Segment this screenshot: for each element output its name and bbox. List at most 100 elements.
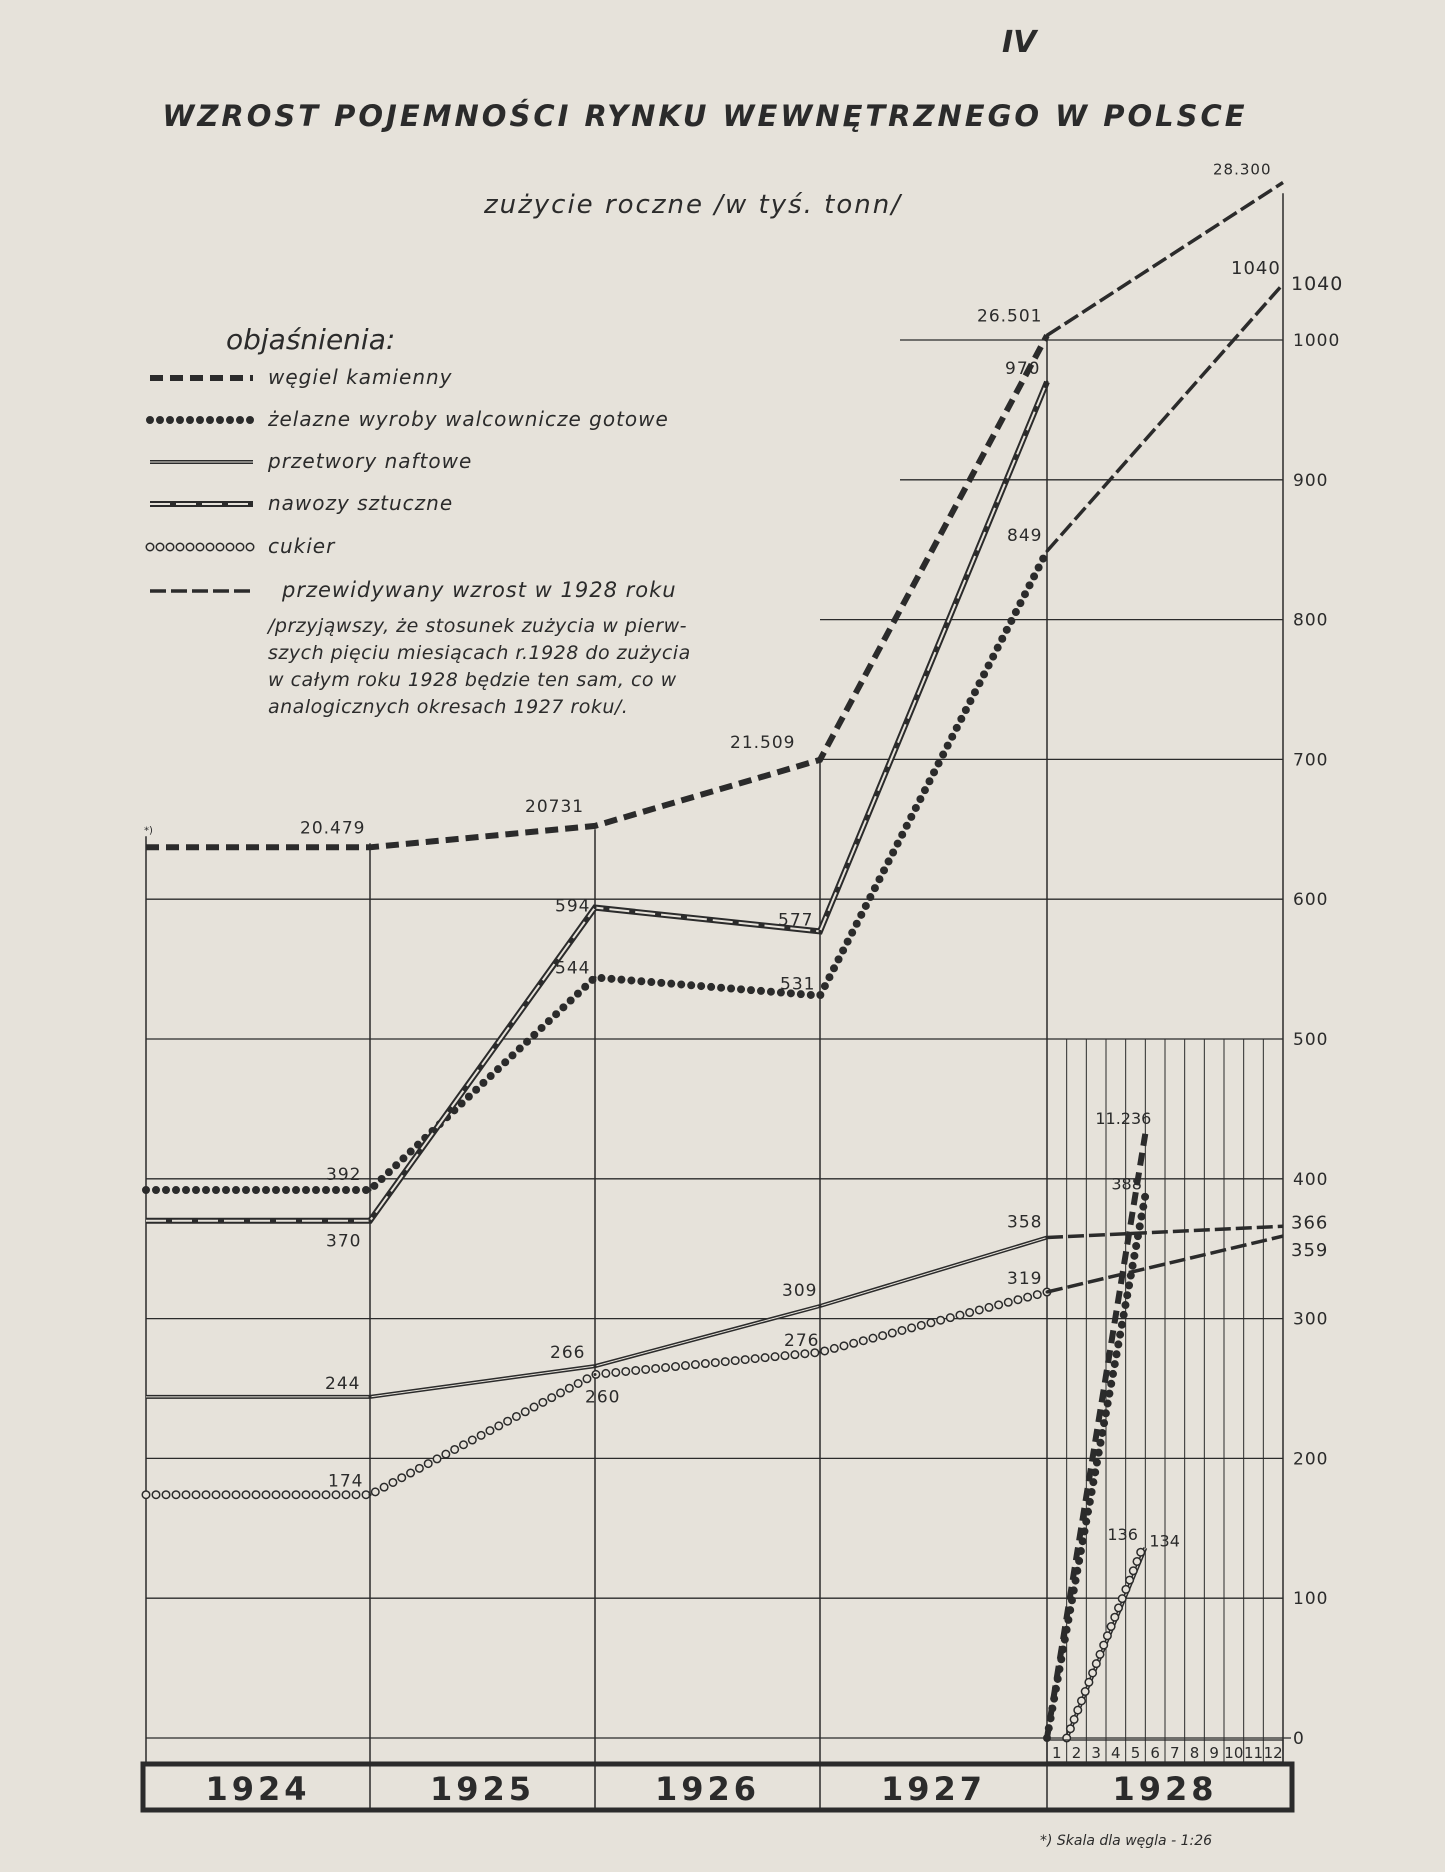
data-point-oil — [593, 1364, 597, 1368]
legend-label-iron: żelazne wyroby walcownicze gotowe — [267, 407, 669, 431]
data-label-coal: 20.479 — [300, 818, 365, 838]
data-point-sugar — [368, 1493, 372, 1497]
month-label: 4 — [1111, 1744, 1121, 1762]
y-tick-label: 600 — [1293, 890, 1328, 910]
x-tick-label: 1926 — [655, 1770, 760, 1808]
x-tick-label: 1927 — [881, 1770, 986, 1808]
month-label: 7 — [1170, 1744, 1180, 1762]
legend-label-oil: przetwory naftowe — [267, 449, 472, 473]
data-point-iron — [818, 994, 822, 998]
data-label-fert: 370 — [326, 1232, 361, 1252]
data-point-fert — [1045, 380, 1049, 384]
data-label-sugar: 174 — [328, 1472, 363, 1492]
month-label: 2 — [1072, 1744, 1082, 1762]
data-point-oil — [368, 1395, 372, 1399]
month-label: 10 — [1224, 1744, 1243, 1762]
x-tick-label: 1928 — [1112, 1770, 1217, 1808]
data-label-coal: 21.509 — [730, 733, 795, 753]
data-label-oil: 309 — [782, 1281, 817, 1301]
data-point-fert — [818, 929, 822, 933]
data-point-fert — [593, 906, 597, 910]
monthly-1928-label-coal: 11.236 — [1095, 1109, 1151, 1128]
y-tick-label: 1040 — [1291, 273, 1343, 295]
projection-label-sugar: 359 — [1291, 1240, 1328, 1261]
monthly-1928-line-sugar — [1063, 1547, 1145, 1741]
data-label-sugar: 260 — [585, 1388, 620, 1408]
y-tick-label: 200 — [1293, 1449, 1328, 1469]
y-tick-label: 500 — [1293, 1030, 1328, 1050]
data-label-fert: 594 — [555, 897, 590, 917]
month-label: 3 — [1091, 1744, 1101, 1762]
year-axis-bar — [140, 1761, 1295, 1813]
legend-heading: objaśnienia: — [226, 323, 395, 356]
data-label-sugar: 319 — [1007, 1269, 1042, 1289]
page-number: IV — [1002, 25, 1039, 60]
legend-label-proj: przewidywany wzrost w 1928 roku — [281, 578, 677, 602]
data-label-oil: 244 — [325, 1374, 360, 1394]
monthly-1928-label-oil: 136 — [1107, 1525, 1138, 1544]
y-tick-label: 800 — [1293, 611, 1328, 631]
y-tick-label: 700 — [1293, 750, 1328, 770]
data-label-coal: 20731 — [525, 797, 584, 817]
monthly-1928-label-sugar: 134 — [1149, 1532, 1180, 1551]
y-tick-label: 100 — [1293, 1589, 1328, 1609]
month-label: 11 — [1244, 1744, 1263, 1762]
monthly-1928-line-iron — [1043, 1191, 1150, 1742]
data-label-iron: 544 — [555, 958, 590, 978]
month-label: 6 — [1150, 1744, 1160, 1762]
legend-label-fert: nawozy sztuczne — [268, 491, 453, 515]
projection-line-coal — [1046, 181, 1284, 337]
monthly-1928-label-iron: 388 — [1111, 1175, 1142, 1194]
coal-scale-marker: *) — [144, 825, 153, 836]
footnote: *) Skala dla węgla - 1:26 — [1040, 1833, 1212, 1849]
y-tick-label: 300 — [1293, 1310, 1328, 1330]
data-point-coal — [368, 845, 372, 849]
legend-note-line: w całym roku 1928 będzie ten sam, co w — [268, 669, 677, 691]
legend-label-coal: węgiel kamienny — [268, 365, 453, 389]
data-point-oil — [818, 1304, 822, 1308]
data-point-coal — [818, 758, 822, 762]
month-label: 8 — [1190, 1744, 1200, 1762]
projection-label-coal: 28.300 — [1213, 161, 1272, 179]
month-label: 1 — [1052, 1744, 1062, 1762]
projection-label-iron: 1040 — [1231, 258, 1281, 279]
y-tick-label: 1000 — [1293, 331, 1340, 351]
projection-line-iron — [1045, 282, 1285, 553]
data-label-fert: 577 — [778, 910, 813, 930]
data-label-coal: 26.501 — [977, 306, 1042, 326]
y-tick-label: 0 — [1293, 1729, 1305, 1749]
data-label-iron: 392 — [326, 1165, 361, 1185]
data-label-iron: 849 — [1007, 526, 1042, 546]
legend: objaśnienia: węgiel kamienny żelazne wyro… — [145, 323, 691, 718]
series-layer — [141, 181, 1285, 1743]
month-label: 9 — [1209, 1744, 1219, 1762]
data-label-oil: 358 — [1007, 1213, 1042, 1233]
legend-note-line: analogicznych okresach 1927 roku/. — [268, 696, 628, 718]
chart-title: WZROST POJEMNOŚCI RYNKU WEWNĘTRZNEGO W P… — [162, 99, 1247, 133]
data-labels: 20.479 20731 21.509 26.501 28.300 11.236 392 54… — [144, 161, 1328, 1551]
data-point-iron — [368, 1188, 372, 1192]
chart-subtitle: zużycie roczne /w tyś. tonn/ — [483, 190, 903, 220]
x-tick-label: 1925 — [430, 1770, 535, 1808]
projection-line-oil — [1046, 1224, 1284, 1240]
x-tick-label: 1924 — [205, 1770, 310, 1808]
projection-label-oil: 366 — [1291, 1212, 1328, 1233]
data-label-oil: 266 — [550, 1343, 585, 1363]
data-point-iron — [593, 975, 597, 979]
month-label: 12 — [1264, 1744, 1283, 1762]
legend-note-line: /przyjąwszy, że stosunek zużycia w pierw… — [266, 615, 687, 637]
data-label-fert: 970 — [1005, 359, 1040, 379]
y-tick-label: 400 — [1293, 1170, 1328, 1190]
data-point-sugar — [593, 1373, 597, 1377]
data-point-coal — [593, 824, 597, 828]
data-point-sugar — [818, 1350, 822, 1354]
legend-note-line: szych pięciu miesiącach r.1928 do zużyci… — [268, 642, 691, 664]
projection-line-sugar — [1046, 1234, 1284, 1294]
legend-label-sugar: cukier — [268, 534, 336, 558]
data-label-iron: 531 — [780, 975, 815, 995]
data-point-fert — [368, 1219, 372, 1223]
month-label: 5 — [1131, 1744, 1141, 1762]
